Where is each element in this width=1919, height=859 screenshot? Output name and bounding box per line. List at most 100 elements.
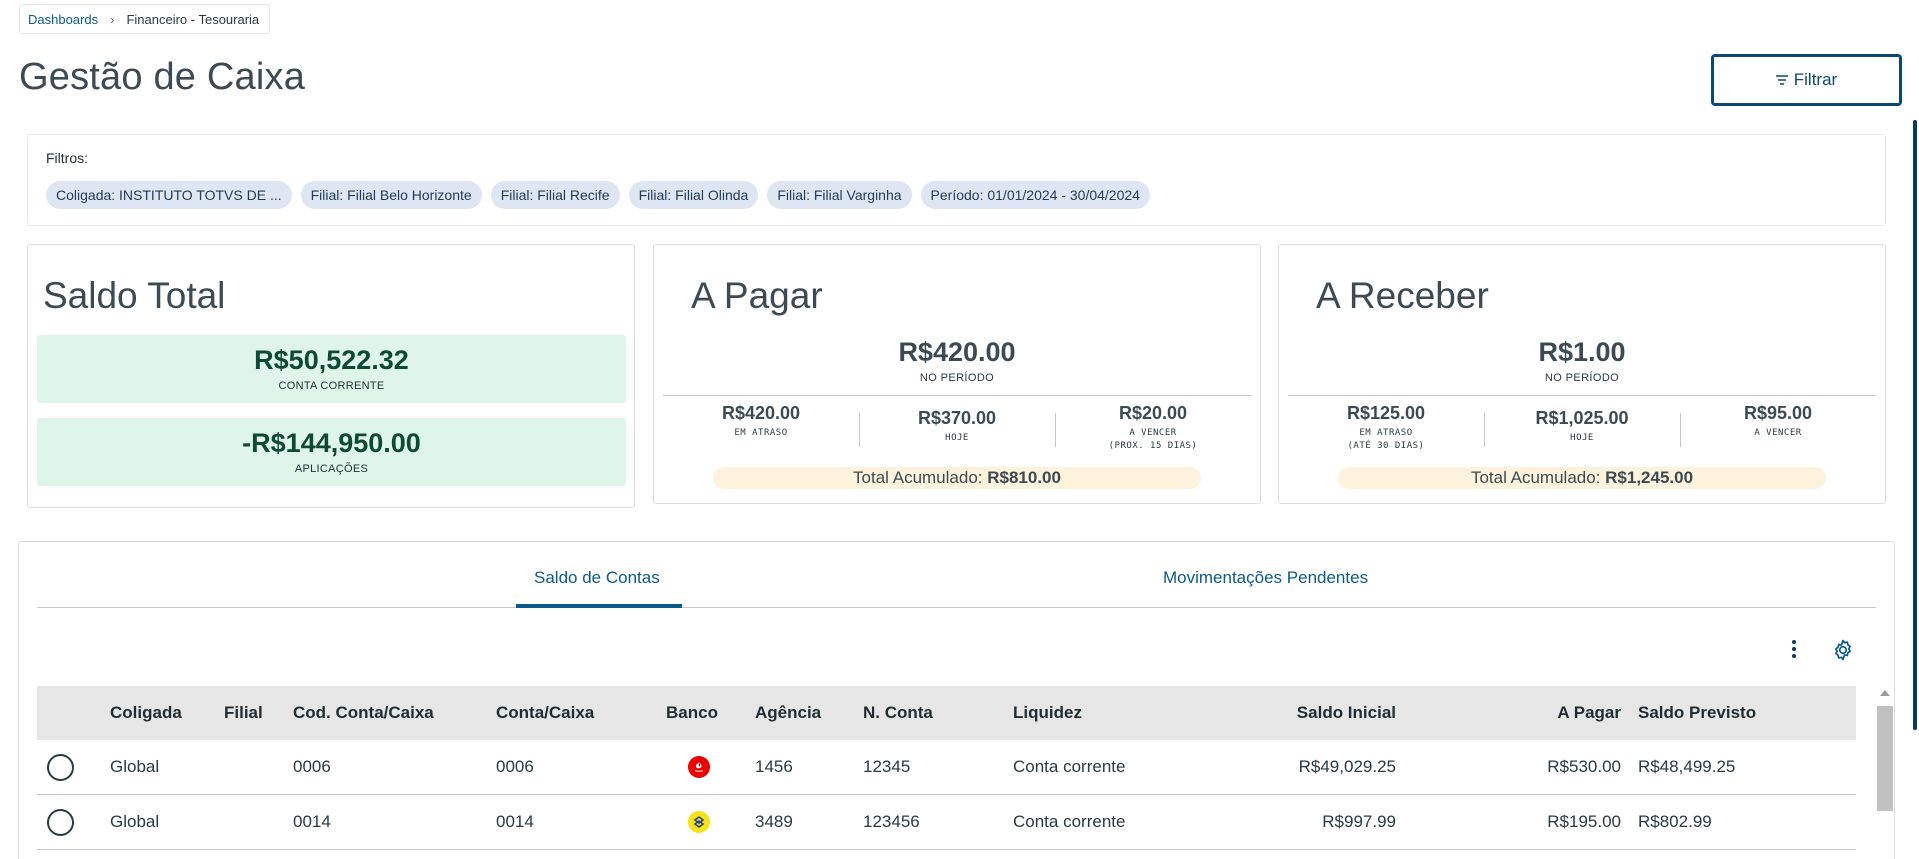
table-row[interactable]: Global 0006 0006 1456 12345 Conta corren…	[37, 740, 1856, 795]
a-pagar-a-vencer: R$20.00 A VENCER (PROX. 15 DIAS)	[1055, 403, 1251, 459]
row-select-radio[interactable]	[47, 808, 74, 836]
header-coligada[interactable]: Coligada	[110, 703, 182, 722]
more-vertical-icon[interactable]	[1784, 638, 1804, 660]
a-pagar-a-vencer-label: A VENCER	[1129, 428, 1177, 438]
a-pagar-title: A Pagar	[691, 275, 823, 316]
header-a-pagar[interactable]: A Pagar	[1557, 703, 1621, 722]
header-conta-caixa[interactable]: Conta/Caixa	[496, 703, 595, 722]
table-scrollbar[interactable]	[1876, 686, 1894, 859]
filter-chip-filial-olinda[interactable]: Filial: Filial Olinda	[628, 181, 759, 209]
cell-saldo-inicial: R$997.99	[1322, 812, 1396, 831]
a-pagar-a-vencer-label2: (PROX. 15 DIAS)	[1108, 441, 1198, 451]
row-select-radio[interactable]	[47, 753, 74, 781]
a-receber-hoje-value: R$1,025.00	[1535, 408, 1629, 428]
a-pagar-a-vencer-value: R$20.00	[1118, 403, 1188, 423]
a-receber-hoje: R$1,025.00 HOJE	[1484, 403, 1680, 459]
filter-chip-coligada[interactable]: Coligada: INSTITUTO TOTVS DE ...	[46, 181, 292, 209]
filter-chip-filial-varginha[interactable]: Filial: Filial Varginha	[767, 181, 912, 209]
a-receber-em-atraso-label: EM ATRASO	[1359, 428, 1413, 438]
a-pagar-hoje-value: R$370.00	[917, 408, 997, 428]
cell-liquidez: Conta corrente	[1013, 757, 1126, 776]
a-pagar-accum-label: Total Acumulado:	[853, 468, 983, 487]
cell-agencia: 3489	[755, 812, 793, 831]
cell-n-conta: 123456	[863, 812, 920, 831]
a-receber-total-acumulado: Total Acumulado: R$1,245.00	[1338, 467, 1826, 489]
saldo-total-card: Saldo Total R$50,522.32 CONTA CORRENTE -…	[27, 244, 635, 508]
a-receber-breakdown: R$125.00 EM ATRASO (ATÉ 30 DIAS) R$1,025…	[1288, 403, 1876, 459]
header-n-conta[interactable]: N. Conta	[863, 703, 933, 722]
cell-coligada: Global	[110, 812, 160, 831]
a-receber-em-atraso-value: R$125.00	[1346, 403, 1426, 423]
cell-saldo-previsto: R$48,499.25	[1638, 757, 1736, 776]
conta-corrente-value: R$50,522.32	[254, 345, 409, 375]
filter-chip-filial-bh[interactable]: Filial: Filial Belo Horizonte	[300, 181, 482, 209]
cell-conta-caixa: 0014	[496, 812, 534, 831]
a-receber-a-vencer: R$95.00 A VENCER	[1680, 403, 1876, 459]
a-pagar-em-atraso: R$420.00 EM ATRASO	[663, 403, 859, 459]
accounts-table: Coligada Filial Cod. Conta/Caixa Conta/C…	[37, 686, 1856, 850]
cell-agencia: 1456	[755, 757, 793, 776]
cell-saldo-inicial: R$49,029.25	[1298, 757, 1396, 776]
scroll-thumb[interactable]	[1877, 706, 1893, 811]
banco-do-brasil-logo-icon	[688, 811, 710, 833]
header-saldo-previsto[interactable]: Saldo Previsto	[1638, 703, 1757, 722]
breadcrumb: Dashboards › Financeiro - Tesouraria	[19, 4, 271, 34]
a-pagar-hoje-label: HOJE	[945, 433, 969, 443]
active-tab-indicator	[516, 604, 682, 608]
tabs-panel: Saldo de Contas Movimentações Pendentes …	[18, 541, 1895, 859]
divider	[1288, 395, 1876, 396]
filter-chips: Coligada: INSTITUTO TOTVS DE ... Filial:…	[46, 181, 1150, 209]
conta-corrente-box: R$50,522.32 CONTA CORRENTE	[37, 335, 626, 403]
cell-saldo-previsto: R$802.99	[1638, 812, 1712, 831]
a-receber-a-vencer-label: A VENCER	[1754, 428, 1802, 438]
filter-chip-filial-recife[interactable]: Filial: Filial Recife	[490, 181, 620, 209]
cell-a-pagar: R$195.00	[1547, 812, 1621, 831]
a-pagar-amount-label: NO PERÍODO	[919, 372, 995, 384]
chevron-right-icon: ›	[110, 11, 115, 27]
a-pagar-accum-value: R$810.00	[987, 468, 1061, 487]
conta-corrente-label: CONTA CORRENTE	[278, 380, 385, 392]
a-pagar-em-atraso-value: R$420.00	[721, 403, 801, 423]
a-receber-amount-label: NO PERÍODO	[1544, 372, 1620, 384]
cell-coligada: Global	[110, 757, 160, 776]
a-receber-a-vencer-value: R$95.00	[1743, 403, 1813, 423]
page-title: Gestão de Caixa	[19, 56, 306, 98]
a-receber-em-atraso: R$125.00 EM ATRASO (ATÉ 30 DIAS)	[1288, 403, 1484, 459]
page-scrollbar[interactable]	[1913, 120, 1917, 730]
header-saldo-inicial[interactable]: Saldo Inicial	[1296, 703, 1396, 722]
cell-cod-conta: 0006	[293, 757, 331, 776]
a-receber-hoje-label: HOJE	[1570, 433, 1594, 443]
breadcrumb-dashboards-link[interactable]: Dashboards	[28, 11, 99, 27]
header-liquidez[interactable]: Liquidez	[1013, 703, 1082, 722]
tabs-divider	[37, 607, 1876, 608]
cell-conta-caixa: 0006	[496, 757, 534, 776]
filters-label: Filtros:	[46, 150, 88, 166]
gear-icon[interactable]	[1831, 638, 1855, 662]
a-receber-title: A Receber	[1316, 275, 1489, 316]
table-header: Coligada Filial Cod. Conta/Caixa Conta/C…	[37, 686, 1856, 740]
a-pagar-card: A Pagar R$420.00 NO PERÍODO R$420.00 EM …	[653, 244, 1261, 504]
aplicacoes-box: -R$144,950.00 APLICAÇÕES	[37, 418, 626, 486]
header-agencia[interactable]: Agência	[755, 703, 822, 722]
tab-movimentacoes-pendentes[interactable]: Movimentações Pendentes	[1163, 568, 1369, 587]
divider	[663, 395, 1251, 396]
a-receber-em-atraso-label2: (ATÉ 30 DIAS)	[1347, 441, 1425, 451]
header-cod-conta[interactable]: Cod. Conta/Caixa	[293, 703, 434, 722]
filter-chip-periodo[interactable]: Período: 01/01/2024 - 30/04/2024	[920, 181, 1150, 209]
a-receber-accum-value: R$1,245.00	[1605, 468, 1694, 487]
santander-logo-icon	[688, 756, 710, 778]
header-filial[interactable]: Filial	[224, 703, 263, 722]
filter-icon	[1775, 72, 1788, 88]
table-row[interactable]: Global 0014 0014 3489 123456 Conta corre…	[37, 795, 1856, 850]
a-receber-accum-label: Total Acumulado:	[1470, 468, 1601, 487]
saldo-total-title: Saldo Total	[43, 275, 226, 316]
a-pagar-em-atraso-label: EM ATRASO	[734, 428, 788, 438]
filter-button[interactable]: Filtrar	[1711, 54, 1902, 106]
scroll-up-arrow-icon[interactable]	[1880, 690, 1890, 696]
cell-n-conta: 12345	[863, 757, 911, 776]
tab-saldo-de-contas[interactable]: Saldo de Contas	[534, 568, 660, 587]
a-pagar-hoje: R$370.00 HOJE	[859, 403, 1055, 459]
a-pagar-breakdown: R$420.00 EM ATRASO R$370.00 HOJE R$20.00…	[663, 403, 1251, 459]
cell-a-pagar: R$530.00	[1547, 757, 1621, 776]
header-banco[interactable]: Banco	[666, 703, 718, 722]
